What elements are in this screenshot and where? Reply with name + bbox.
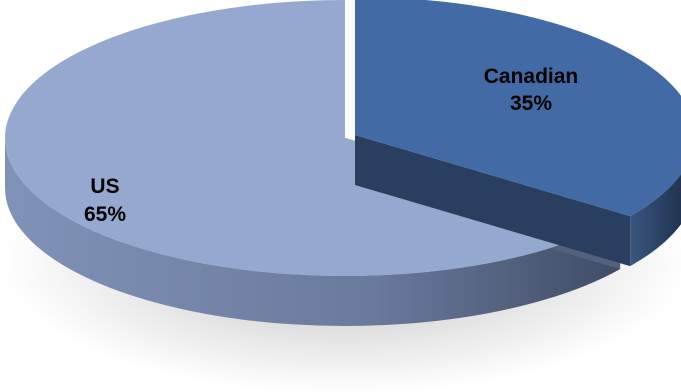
slice-value-canadian: 35% (510, 92, 552, 115)
slice-canadian-side (630, 174, 681, 267)
slice-canadian-top (355, 0, 681, 217)
slice-canadian (355, 0, 681, 267)
slice-us-side (4, 138, 621, 327)
slice-label-us: US (90, 175, 119, 198)
slice-value-us: 65% (84, 203, 126, 226)
slice-label-canadian: Canadian (484, 65, 579, 88)
slice-canadian-wall (355, 135, 631, 267)
